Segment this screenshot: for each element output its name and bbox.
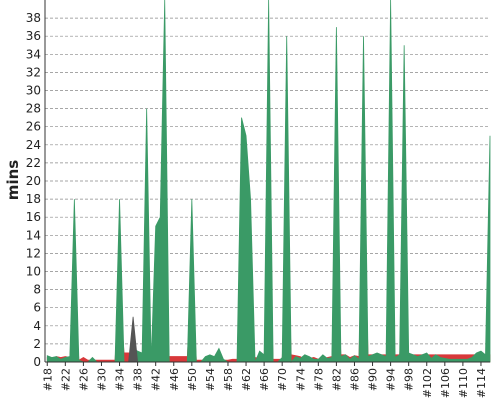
x-tick-label: #94 (385, 368, 398, 391)
y-axis-label: mins (4, 160, 22, 200)
x-tick-label: #26 (77, 368, 90, 391)
x-tick-label: #110 (457, 368, 470, 398)
x-tick-label: #46 (168, 368, 181, 391)
y-tick-label: 26 (26, 120, 41, 134)
x-tick-label: #106 (439, 368, 452, 398)
x-tick-label: #66 (258, 368, 271, 391)
x-tick-label: #38 (132, 368, 145, 391)
x-tick-label: #86 (348, 368, 361, 391)
y-tick-label: 0 (33, 355, 41, 369)
x-tick-label: #98 (403, 368, 416, 391)
x-tick-label: #114 (475, 368, 488, 398)
y-tick-label: 10 (26, 265, 41, 279)
y-tick-label: 32 (26, 65, 41, 79)
y-tick-label: 28 (26, 102, 41, 116)
y-tick-label: 20 (26, 174, 41, 188)
y-tick-label: 24 (26, 138, 41, 152)
y-tick-label: 2 (33, 337, 41, 351)
y-tick-label: 34 (26, 47, 41, 61)
y-tick-label: 8 (33, 283, 41, 297)
y-tick-label: 14 (26, 228, 41, 242)
y-tick-label: 16 (26, 210, 41, 224)
y-tick-label: 12 (26, 246, 41, 260)
y-tick-label: 4 (33, 319, 41, 333)
x-tick-label: #42 (150, 368, 163, 391)
x-tick-label: #34 (114, 368, 127, 391)
y-tick-label: 38 (26, 11, 41, 25)
y-tick-label: 6 (33, 301, 41, 315)
x-tick-label: #18 (41, 368, 54, 391)
x-tick-label: #62 (240, 368, 253, 391)
x-tick-label: #50 (186, 368, 199, 391)
y-tick-label: 36 (26, 29, 41, 43)
x-tick-label: #30 (95, 368, 108, 391)
y-tick-label: 30 (26, 84, 41, 98)
y-tick-label: 22 (26, 156, 41, 170)
x-tick-label: #54 (204, 368, 217, 391)
area (128, 316, 139, 363)
x-tick-label: #58 (222, 368, 235, 391)
x-tick-label: #70 (276, 368, 289, 391)
x-tick-label: #78 (312, 368, 325, 391)
area (46, 0, 491, 364)
y-tick-label: 18 (26, 192, 41, 206)
x-tick-label: #82 (330, 368, 343, 391)
x-tick-label: #102 (421, 368, 434, 398)
x-tick-label: #90 (367, 368, 380, 391)
x-tick-label: #74 (294, 368, 307, 391)
x-tick-label: #22 (59, 368, 72, 391)
